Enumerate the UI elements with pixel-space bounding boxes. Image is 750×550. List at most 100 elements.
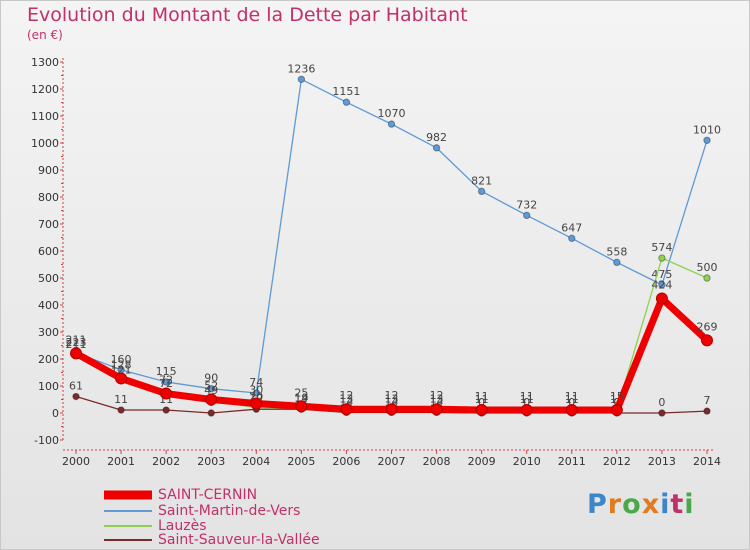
data-label-saint-martin-de-vers: 1010 xyxy=(693,123,721,136)
data-point-saint-martin-de-vers xyxy=(207,385,215,393)
y-tick-label: 900 xyxy=(38,164,59,177)
data-point-saint-sauveur-la-vallee xyxy=(117,406,125,414)
data-point-saint-sauveur-la-vallee xyxy=(658,409,666,417)
data-label-saint-martin-de-vers: 74 xyxy=(249,376,263,389)
data-label-saint-martin-de-vers: 821 xyxy=(471,174,492,187)
y-tick-label: 1200 xyxy=(31,83,59,96)
y-tick-label: 700 xyxy=(38,218,59,231)
data-point-saint-cernin xyxy=(160,387,173,400)
data-point-lauzes xyxy=(658,254,666,262)
data-label-lauzes: 11 xyxy=(475,393,489,406)
legend-label-lauzes: Lauzès xyxy=(158,518,207,534)
legend-item-lauzes: Lauzès xyxy=(104,518,384,534)
data-label-lauzes: 574 xyxy=(651,241,672,254)
data-label-lauzes: 13 xyxy=(385,392,399,405)
proxiti-logo: Proxiti xyxy=(587,489,695,520)
data-point-saint-martin-de-vers xyxy=(387,120,396,128)
y-tick-label: -100 xyxy=(34,434,59,447)
data-point-saint-martin-de-vers xyxy=(432,144,441,152)
data-point-saint-cernin xyxy=(250,397,263,410)
chart-title: Evolution du Montant de la Dette par Hab… xyxy=(27,4,468,26)
y-tick-label: 400 xyxy=(38,299,59,312)
legend-item-saint-cernin: SAINT-CERNIN xyxy=(104,487,384,503)
logo-letter: o xyxy=(622,489,642,520)
y-tick-label: 800 xyxy=(38,191,59,204)
data-point-saint-cernin xyxy=(701,334,713,347)
data-label-saint-martin-de-vers: 647 xyxy=(561,221,582,234)
data-point-saint-cernin xyxy=(565,404,578,417)
y-tick-label: 1100 xyxy=(31,110,59,123)
data-label-saint-martin-de-vers: 160 xyxy=(111,353,132,366)
x-tick-label: 2000 xyxy=(62,455,90,468)
data-label-saint-cernin: 11 xyxy=(475,390,489,403)
data-point-saint-martin-de-vers xyxy=(477,187,486,196)
data-point-saint-martin-de-vers xyxy=(613,258,621,267)
x-tick-label: 2005 xyxy=(287,455,315,468)
data-point-saint-cernin xyxy=(115,372,128,385)
x-tick-label: 2001 xyxy=(107,455,135,468)
data-label-saint-cernin: 12 xyxy=(430,389,444,402)
data-label-lauzes: 11 xyxy=(565,393,579,406)
data-label-lauzes: 211 xyxy=(66,338,87,351)
data-label-saint-sauveur-la-vallee: 11 xyxy=(114,393,128,406)
x-tick-label: 2009 xyxy=(468,455,496,468)
data-label-saint-sauveur-la-vallee: 7 xyxy=(704,394,711,407)
y-tick-label: 200 xyxy=(38,353,59,366)
data-label-saint-cernin: 12 xyxy=(339,389,353,402)
data-label-lauzes: 13 xyxy=(339,392,353,405)
data-point-saint-cernin xyxy=(295,400,308,413)
data-point-saint-cernin xyxy=(205,393,218,406)
data-label-saint-cernin: 30 xyxy=(249,384,263,397)
data-point-saint-cernin xyxy=(520,404,533,417)
data-label-lauzes: 500 xyxy=(697,261,718,274)
legend-item-saint-martin-de-vers: Saint-Martin-de-Vers xyxy=(104,503,384,519)
data-point-saint-cernin xyxy=(385,403,398,416)
x-tick-label: 2007 xyxy=(378,455,406,468)
y-tick-label: 0 xyxy=(52,407,59,420)
data-label-saint-cernin: 424 xyxy=(651,279,672,292)
data-label-saint-sauveur-la-vallee: 0 xyxy=(658,396,665,409)
data-label-saint-martin-de-vers: 732 xyxy=(516,198,537,211)
legend-swatch-saint-martin-de-vers xyxy=(104,510,152,512)
x-tick-label: 2014 xyxy=(693,455,721,468)
x-tick-label: 2013 xyxy=(648,455,676,468)
x-tick-label: 2002 xyxy=(152,455,180,468)
data-point-saint-martin-de-vers xyxy=(658,281,666,289)
logo-letter: x xyxy=(641,489,661,520)
data-label-saint-martin-de-vers: 1151 xyxy=(332,85,360,98)
logo-letter: i xyxy=(684,489,695,520)
data-label-saint-cernin: 211 xyxy=(66,333,87,346)
data-label-lauzes: 13 xyxy=(430,392,444,405)
data-point-saint-martin-de-vers xyxy=(568,234,576,243)
y-tick-label: 1300 xyxy=(31,56,59,69)
data-label-lauzes: 72 xyxy=(159,377,173,390)
data-point-saint-cernin xyxy=(70,347,82,360)
data-point-saint-sauveur-la-vallee xyxy=(703,407,711,415)
data-label-saint-sauveur-la-vallee: 0 xyxy=(568,396,575,409)
data-point-saint-cernin xyxy=(340,403,353,416)
logo-letter: r xyxy=(607,489,623,520)
data-label-saint-cernin: 11 xyxy=(520,390,534,403)
data-point-saint-cernin xyxy=(430,403,443,416)
data-label-saint-martin-de-vers: 223 xyxy=(66,336,87,349)
y-tick-label: 100 xyxy=(38,380,59,393)
data-point-saint-martin-de-vers xyxy=(297,75,306,83)
data-point-saint-martin-de-vers xyxy=(342,98,351,106)
data-label-saint-martin-de-vers: 90 xyxy=(204,372,218,385)
data-point-saint-sauveur-la-vallee xyxy=(162,406,170,414)
data-label-saint-sauveur-la-vallee: 61 xyxy=(69,380,83,393)
data-label-saint-martin-de-vers: 982 xyxy=(426,131,447,144)
legend-label-saint-sauveur-la-vallee: Saint-Sauveur-la-Vallée xyxy=(158,532,320,548)
data-point-saint-cernin xyxy=(610,404,623,417)
y-tick-label: 500 xyxy=(38,272,59,285)
x-tick-label: 2003 xyxy=(197,455,225,468)
legend-item-saint-sauveur-la-vallee: Saint-Sauveur-la-Vallée xyxy=(104,532,384,548)
data-label-saint-sauveur-la-vallee: 0 xyxy=(523,396,530,409)
legend-label-saint-martin-de-vers: Saint-Martin-de-Vers xyxy=(158,503,301,519)
logo-letter: t xyxy=(670,489,685,520)
data-point-saint-sauveur-la-vallee xyxy=(207,409,215,417)
data-label-saint-cernin: 12 xyxy=(385,389,399,402)
legend-label-saint-cernin: SAINT-CERNIN xyxy=(158,487,258,503)
data-label-saint-cernin: 11 xyxy=(565,390,579,403)
